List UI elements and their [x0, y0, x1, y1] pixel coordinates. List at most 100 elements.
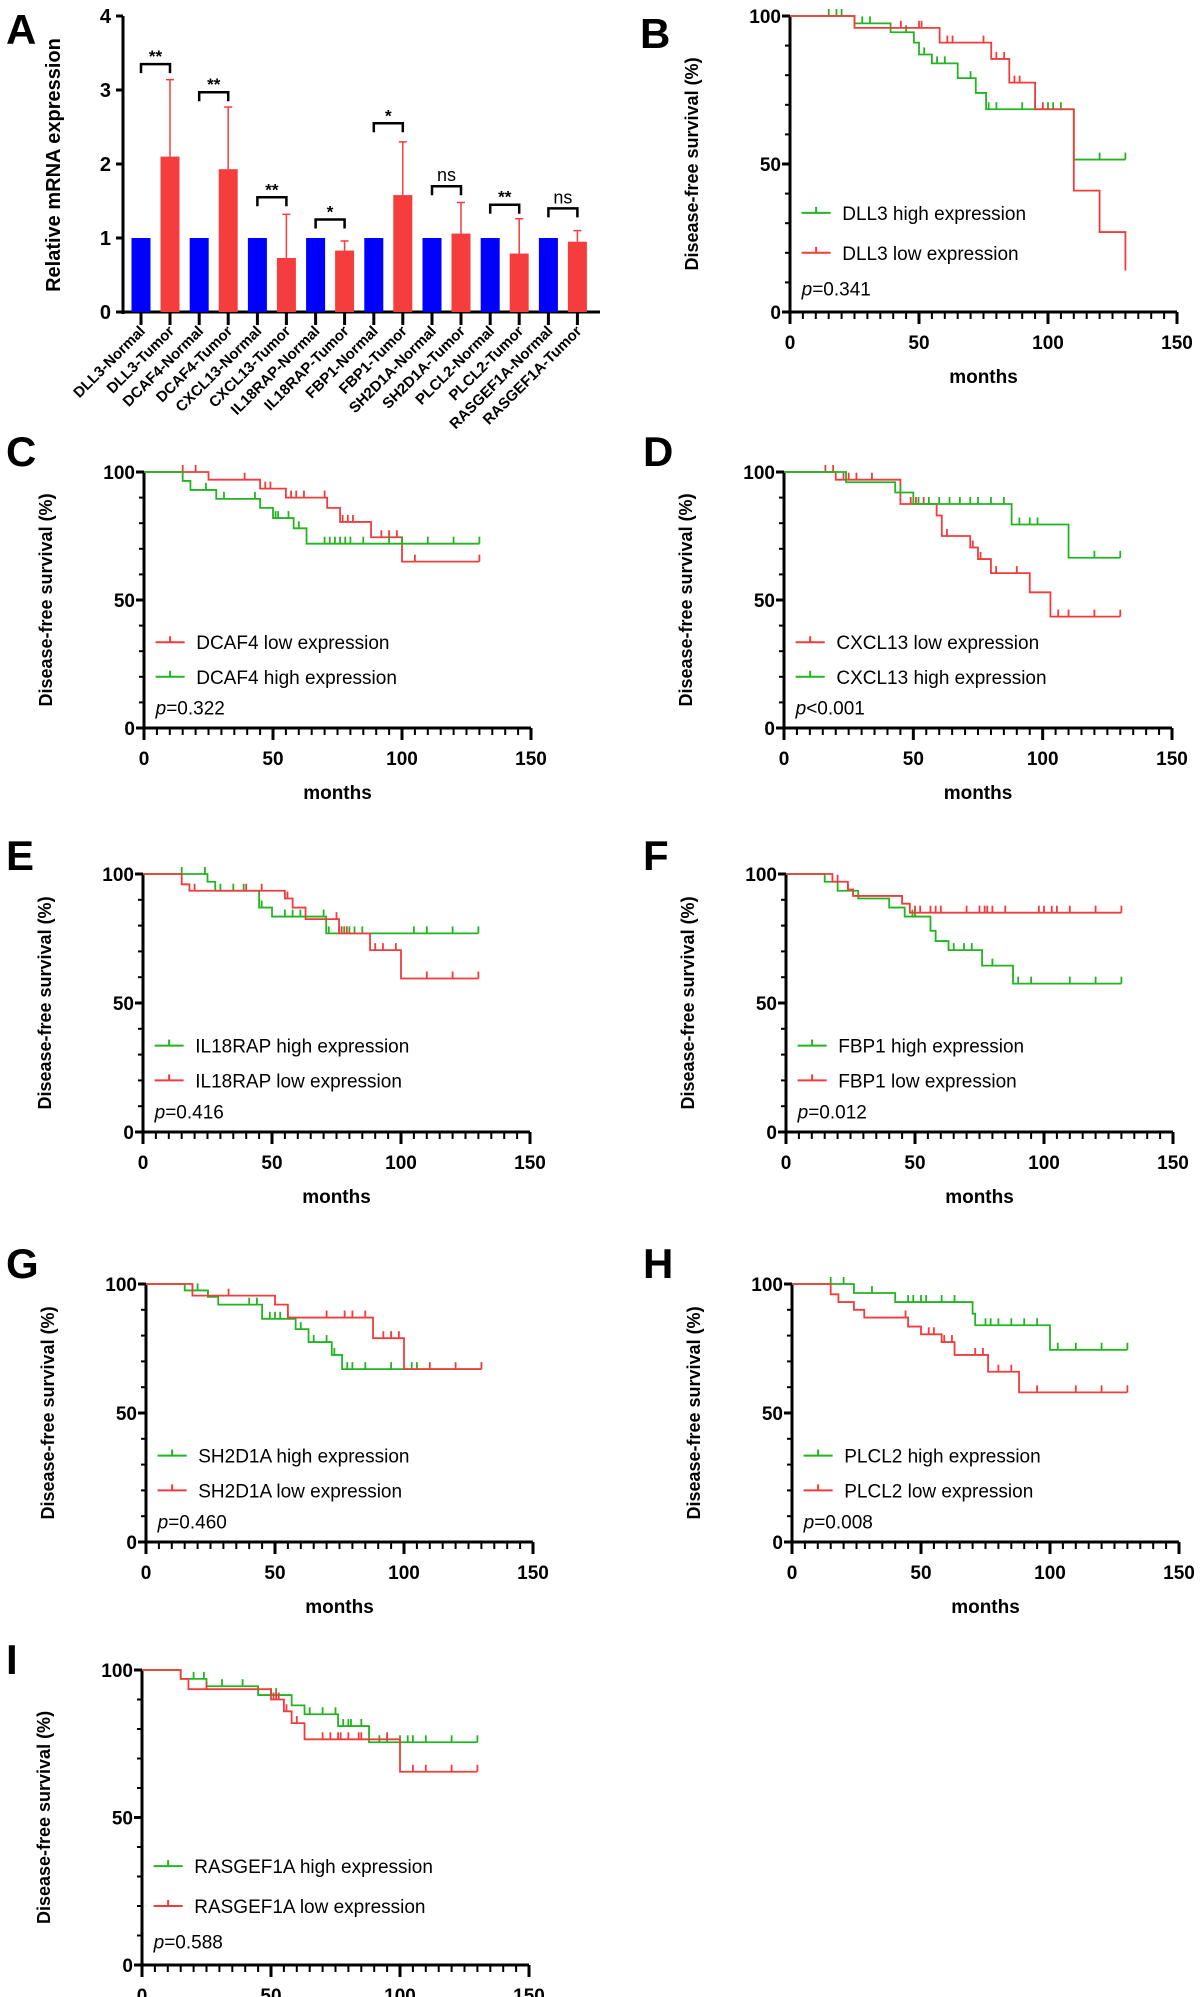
- survival-curve: [784, 471, 1121, 618]
- x-tick-label: 100: [1032, 333, 1064, 354]
- y-tick-label: 100: [102, 865, 134, 886]
- bar: [480, 238, 500, 312]
- legend-label: PLCL2 high expression: [844, 1447, 1040, 1468]
- bar: [335, 250, 355, 312]
- legend-label: PLCL2 low expression: [844, 1481, 1033, 1502]
- p-symbol: p: [795, 699, 807, 720]
- p-symbol: p: [797, 1102, 809, 1123]
- legend-label: DLL3 low expression: [842, 244, 1018, 265]
- panel-h: H 0 50 100 0 50 100 150 months Disease-free survi…: [643, 1240, 1195, 1618]
- survival-curve: [790, 15, 1126, 161]
- y-tick-label: 0: [124, 719, 135, 740]
- panel-letter: B: [640, 10, 670, 57]
- bar: [509, 253, 529, 312]
- y-tick-label: 100: [749, 7, 781, 28]
- p-value: p=0.416: [154, 1102, 224, 1123]
- x-tick-label: 150: [513, 1986, 545, 1997]
- bar: [538, 238, 558, 312]
- y-tick-label: 0: [772, 1533, 783, 1554]
- x-axis-label: months: [951, 1597, 1020, 1618]
- significance-label: ns: [553, 187, 572, 207]
- panel-letter: I: [6, 1636, 18, 1683]
- significance-bracket: [256, 196, 288, 207]
- p-value-number: =0.012: [808, 1102, 867, 1123]
- x-tick-label: 0: [781, 1153, 792, 1174]
- survival-curve: [143, 873, 479, 980]
- p-value: p<0.001: [795, 699, 865, 720]
- bar: [131, 238, 151, 312]
- p-value: p=0.322: [155, 699, 225, 720]
- panel-letter: C: [6, 428, 36, 475]
- y-tick-label: 4: [100, 6, 112, 28]
- legend-label: IL18RAP high expression: [195, 1037, 409, 1058]
- significance-bracket: [314, 218, 346, 229]
- y-tick-label: 0: [122, 1956, 133, 1977]
- y-tick-label: 50: [114, 591, 135, 612]
- significance-label: **: [265, 180, 279, 199]
- x-axis-label: months: [944, 783, 1013, 804]
- significance-label: **: [207, 75, 221, 94]
- x-tick-label: 0: [779, 749, 790, 770]
- y-tick-label: 100: [751, 1275, 783, 1296]
- y-tick-label: 50: [113, 994, 134, 1015]
- y-tick-label: 50: [754, 591, 775, 612]
- survival-curve: [142, 1669, 478, 1744]
- y-tick-label: 100: [105, 1275, 137, 1296]
- y-axis-label: Disease-free survival (%): [38, 1306, 58, 1519]
- x-tick-label: 50: [903, 749, 924, 770]
- survival-curve: [144, 471, 480, 563]
- legend-label: DCAF4 high expression: [196, 668, 397, 689]
- y-tick-label: 0: [126, 1533, 137, 1554]
- survival-curve: [146, 1283, 482, 1371]
- p-value-number: =0.322: [166, 699, 225, 720]
- y-tick-label: 0: [123, 1123, 134, 1144]
- x-axis-label: months: [305, 1597, 374, 1618]
- panel-letter: A: [6, 6, 36, 53]
- bar: [189, 238, 209, 312]
- survival-curve: [143, 873, 479, 935]
- x-tick-label: 150: [1156, 749, 1188, 770]
- x-tick-label: 150: [515, 749, 547, 770]
- p-value: p=0.460: [157, 1512, 227, 1533]
- x-tick-label: 50: [260, 1986, 281, 1997]
- significance-label: *: [327, 203, 334, 222]
- x-tick-label: 0: [141, 1563, 152, 1584]
- x-axis-label: months: [949, 367, 1018, 388]
- p-value-number: =0.588: [164, 1932, 223, 1953]
- panel-f: F 0 50 100 0 50 100 150 months Disease-free survi…: [643, 832, 1189, 1208]
- y-axis-label: Relative mRNA expression: [43, 38, 65, 292]
- x-tick-label: 0: [785, 333, 796, 354]
- legend-label: IL18RAP low expression: [195, 1071, 402, 1092]
- bar: [393, 195, 413, 312]
- survival-curve: [792, 1283, 1128, 1394]
- y-axis-label: Disease-free survival (%): [36, 493, 56, 706]
- p-symbol: p: [803, 1512, 815, 1533]
- legend-label: DCAF4 low expression: [196, 633, 389, 654]
- survival-curve: [142, 1669, 478, 1773]
- significance-bracket: [488, 203, 521, 214]
- x-tick-label: 50: [904, 1153, 925, 1174]
- y-tick-label: 100: [103, 463, 135, 484]
- y-tick-label: 100: [101, 1661, 133, 1682]
- x-tick-label: 100: [386, 749, 418, 770]
- x-tick-label: 50: [261, 1153, 282, 1174]
- p-value-number: =0.460: [168, 1512, 227, 1533]
- significance-label: **: [149, 47, 163, 66]
- panel-e: E 0 50 100 0 50 100 150 months Disease-free survi…: [6, 832, 546, 1208]
- y-tick-label: 100: [743, 463, 775, 484]
- x-tick-label: 100: [388, 1563, 420, 1584]
- y-axis-label: Disease-free survival (%): [684, 1306, 704, 1519]
- x-tick-label: 0: [139, 749, 150, 770]
- p-symbol: p: [155, 699, 167, 720]
- y-tick-label: 0: [766, 1123, 777, 1144]
- legend-label: FBP1 low expression: [838, 1071, 1016, 1092]
- p-value: p=0.588: [153, 1932, 223, 1953]
- y-axis-label: Disease-free survival (%): [35, 896, 55, 1109]
- p-value-number: =0.341: [812, 279, 871, 300]
- panel-i: I050100050100150monthsDisease-free survi…: [6, 1636, 545, 1997]
- legend-label: RASGEF1A high expression: [194, 1857, 433, 1878]
- y-tick-label: 50: [760, 155, 781, 176]
- significance-bracket: [547, 207, 579, 218]
- y-tick-label: 50: [112, 1809, 133, 1830]
